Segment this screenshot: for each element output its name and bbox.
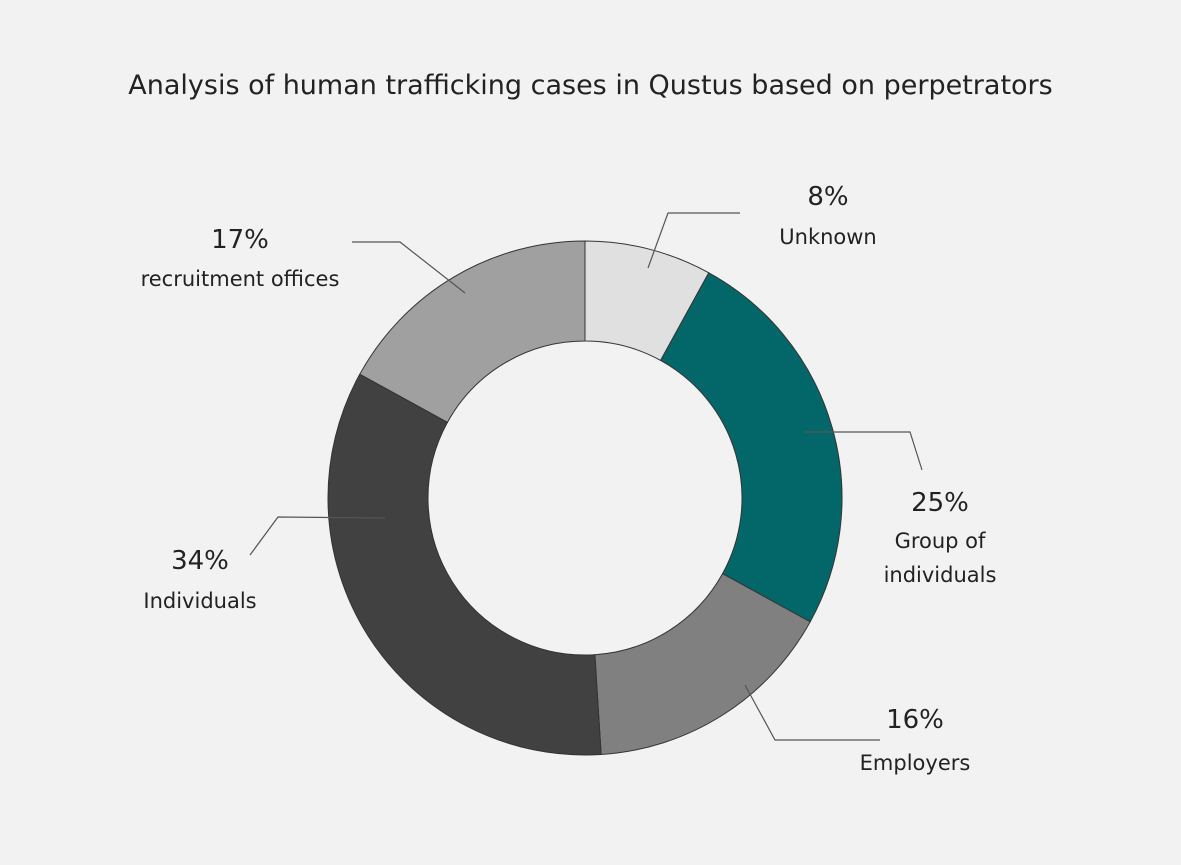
leader-line: [647, 212, 740, 269]
value-label: 25%: [911, 488, 969, 518]
donut: [327, 240, 843, 756]
donut-segment: [659, 272, 843, 623]
donut-segment: [359, 240, 586, 424]
value-label: 17%: [211, 225, 269, 255]
donut-segment: [327, 373, 602, 756]
category-label: Individuals: [143, 589, 257, 613]
leader-line: [352, 241, 466, 294]
category-label: Unknown: [779, 225, 877, 249]
leader-line: [249, 516, 386, 556]
value-label: 16%: [886, 705, 944, 735]
value-label: 34%: [171, 546, 229, 576]
category-label: recruitment offices: [140, 267, 340, 291]
value-label: 8%: [807, 182, 849, 212]
category-label: Employers: [859, 751, 971, 775]
chart-title: Analysis of human trafficking cases in Q…: [128, 70, 1053, 101]
category-label: Group of individuals: [883, 529, 997, 587]
leader-line: [805, 431, 923, 471]
leader-line: [744, 684, 880, 741]
